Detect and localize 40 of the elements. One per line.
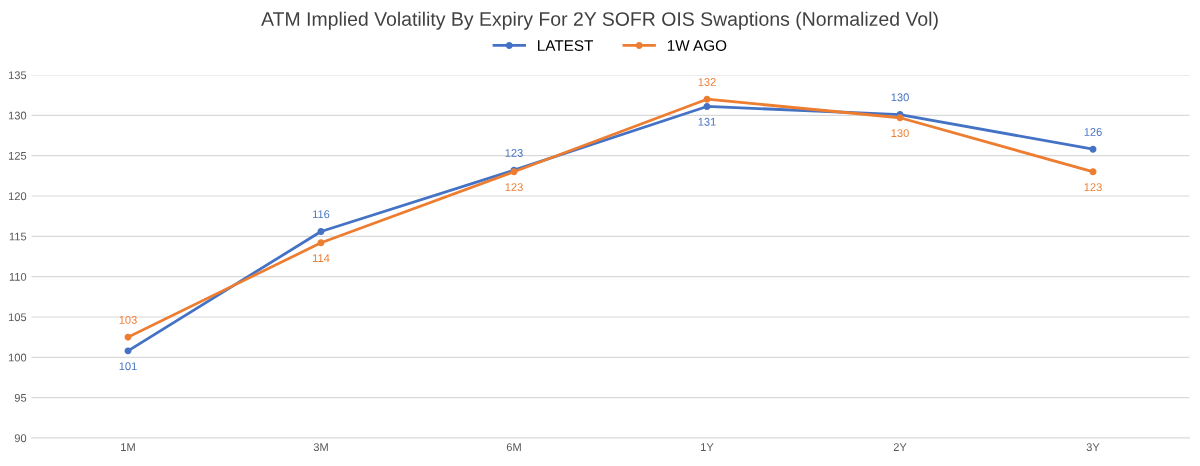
y-tick-label: 135 <box>8 71 27 80</box>
data-label: 123 <box>505 149 523 157</box>
y-tick-label: 95 <box>14 393 27 402</box>
x-tick-label: 1Y <box>701 443 714 451</box>
point <box>124 347 132 355</box>
data-label: 131 <box>698 117 716 126</box>
y-tick-label: 115 <box>9 232 27 241</box>
data-label: 130 <box>891 93 909 102</box>
y-tick-label: 90 <box>14 434 27 443</box>
legend-label: 1W AGO <box>667 40 727 51</box>
y-tick-label: 120 <box>8 192 27 201</box>
data-label: 116 <box>312 210 330 219</box>
data-label: 130 <box>891 129 909 138</box>
x-tick-label: 2Y <box>893 443 907 451</box>
x-tick-label: 6M <box>506 443 521 452</box>
data-label: 126 <box>1084 128 1102 136</box>
data-label: 123 <box>1084 183 1102 192</box>
point <box>1089 145 1097 153</box>
legend-label: LATEST <box>538 40 594 51</box>
y-tick-label: 125 <box>8 151 27 160</box>
data-label: 132 <box>698 78 716 86</box>
data-label: 114 <box>312 254 330 262</box>
data-label: 101 <box>119 362 137 371</box>
point <box>703 102 711 110</box>
y-tick-label: 100 <box>8 353 27 362</box>
data-label: 103 <box>119 315 137 324</box>
x-tick-label: 3M <box>313 443 328 452</box>
point <box>703 95 711 103</box>
point <box>896 114 904 122</box>
point <box>1089 168 1097 176</box>
y-tick-label: 105 <box>8 313 27 322</box>
x-tick-label: 1M <box>121 443 135 451</box>
point <box>317 239 325 247</box>
data-label: 123 <box>505 183 523 192</box>
x-tick-label: 3Y <box>1086 443 1100 452</box>
chart-title: ATM Implied Volatility By Expiry For 2Y SOFR OIS Swaptions (Normalized Vol) <box>261 11 938 30</box>
y-tick-label: 110 <box>9 272 27 281</box>
point <box>124 333 132 341</box>
y-tick-label: 130 <box>8 111 27 120</box>
point <box>317 228 325 235</box>
